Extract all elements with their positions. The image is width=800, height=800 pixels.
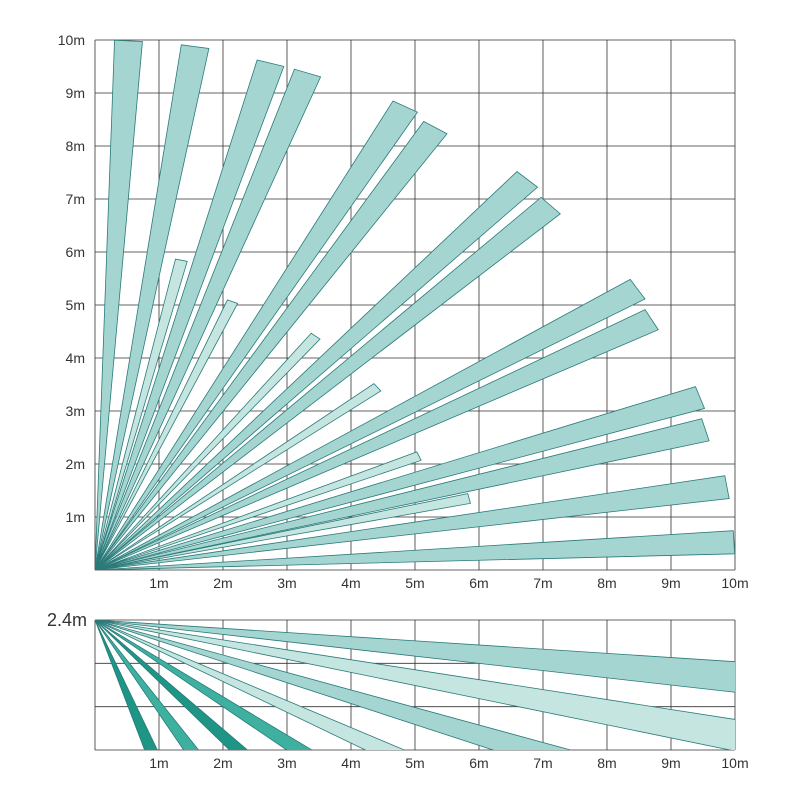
y-axis-label: 9m [66, 85, 85, 101]
x-axis-label: 1m [149, 575, 168, 591]
detection-pattern-diagram: 1m2m3m4m5m6m7m8m9m10m1m2m3m4m5m6m7m8m9m1… [20, 20, 780, 780]
x-axis-label: 4m [341, 755, 360, 771]
x-axis-label: 10m [721, 575, 748, 591]
x-axis-label: 5m [405, 575, 424, 591]
y-axis-label: 1m [66, 509, 85, 525]
x-axis-label: 8m [597, 575, 616, 591]
x-axis-label: 6m [469, 755, 488, 771]
x-axis-label: 9m [661, 755, 680, 771]
y-axis-label: 7m [66, 191, 85, 207]
x-axis-label: 6m [469, 575, 488, 591]
x-axis-label: 3m [277, 755, 296, 771]
x-axis-label: 10m [721, 755, 748, 771]
y-axis-label: 3m [66, 403, 85, 419]
x-axis-label: 8m [597, 755, 616, 771]
y-axis-label: 10m [58, 32, 85, 48]
x-axis-label: 1m [149, 755, 168, 771]
x-axis-label: 5m [405, 755, 424, 771]
x-axis-label: 4m [341, 575, 360, 591]
y-axis-label: 6m [66, 244, 85, 260]
y-axis-label: 5m [66, 297, 85, 313]
bottom-axis-labels: 1m 2m 3m 4m 5m 6m 7m 8m 9m 10m [149, 755, 748, 771]
y-axis-label: 2m [66, 456, 85, 472]
x-axis-label: 7m [533, 755, 552, 771]
y-axis-label: 4m [66, 350, 85, 366]
x-axis-label: 3m [277, 575, 296, 591]
diagram-svg: 1m2m3m4m5m6m7m8m9m10m1m2m3m4m5m6m7m8m9m1… [20, 20, 780, 780]
mounting-height-label: 2.4m [47, 610, 87, 630]
x-axis-label: 7m [533, 575, 552, 591]
y-axis-label: 8m [66, 138, 85, 154]
x-axis-label: 2m [213, 575, 232, 591]
x-axis-label: 9m [661, 575, 680, 591]
x-axis-label: 2m [213, 755, 232, 771]
